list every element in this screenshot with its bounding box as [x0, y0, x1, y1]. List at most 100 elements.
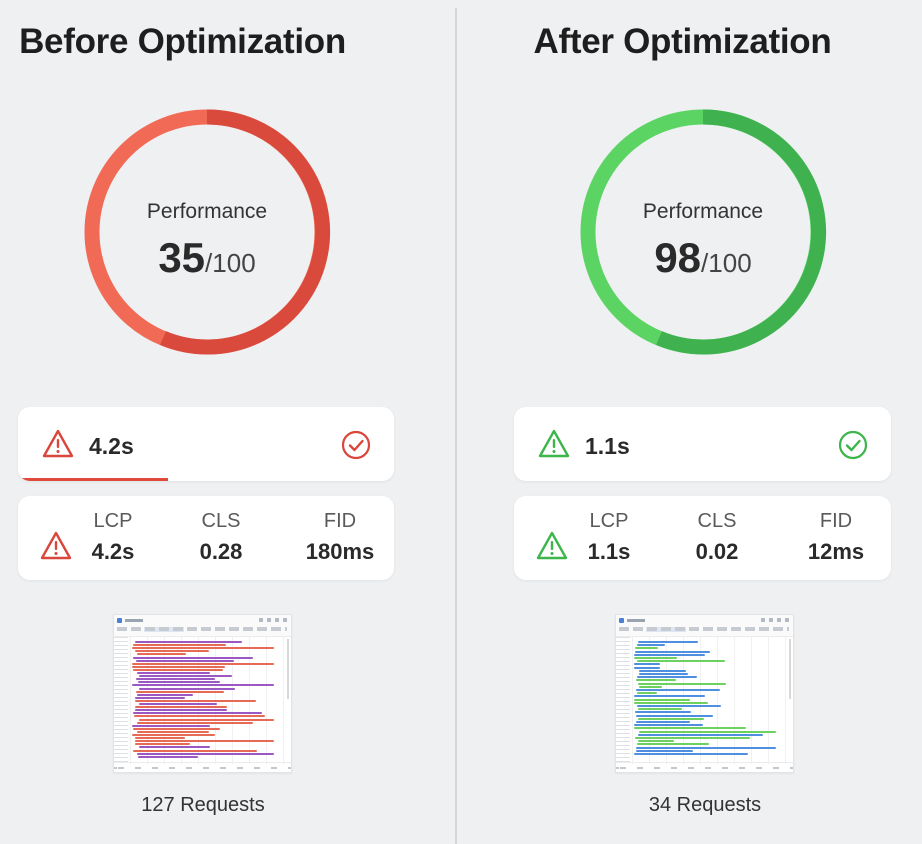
metric-label: CLS: [201, 510, 241, 532]
waterfall-bar: [638, 708, 682, 711]
metric-label: CLS: [697, 510, 737, 532]
warning-triangle-icon: [42, 428, 74, 465]
metric-value: 0.02: [695, 539, 739, 564]
after-metric-fid: FID 12ms: [791, 510, 881, 565]
waterfall-bar: [635, 647, 658, 650]
waterfall-bar: [637, 676, 697, 679]
after-gauge-score: 98/100: [579, 234, 827, 282]
before-score-max: /100: [205, 248, 256, 278]
waterfall-bar: [634, 653, 705, 656]
metric-value: 1.1s: [587, 539, 631, 564]
waterfall-bar: [634, 657, 677, 659]
after-waterfall-bars: [616, 615, 793, 772]
waterfall-bar: [638, 733, 763, 736]
waterfall-bar: [135, 709, 227, 712]
waterfall-request-names: [616, 637, 630, 764]
waterfall-scrollbar: [789, 639, 791, 699]
metric-label: LCP: [93, 510, 133, 532]
waterfall-time-axis: [114, 762, 291, 772]
after-metric-cls: CLS 0.02: [677, 510, 757, 565]
waterfall-bar: [138, 755, 198, 758]
waterfall-bar: [639, 669, 686, 672]
waterfall-bar: [133, 668, 223, 671]
after-panel: After Optimization Performance 98/100 1.…: [461, 0, 922, 844]
waterfall-bar: [139, 746, 210, 749]
waterfall-bar: [634, 753, 748, 755]
before-summary-progress: [18, 478, 169, 481]
before-request-count: 127 Requests: [141, 794, 265, 816]
after-network-waterfall-thumbnail[interactable]: [615, 614, 794, 773]
waterfall-bar: [635, 711, 691, 714]
waterfall-bar: [636, 746, 776, 749]
waterfall-bar: [136, 678, 215, 681]
metric-label: FID: [323, 510, 357, 532]
after-gauge-label: Performance: [642, 200, 764, 223]
waterfall-bar: [638, 717, 704, 720]
waterfall-bar: [638, 682, 726, 685]
before-metric-fid: FID 180ms: [295, 510, 385, 565]
before-title: Before Optimization: [19, 22, 346, 61]
waterfall-bar: [636, 721, 690, 723]
check-circle-icon: [341, 430, 371, 465]
waterfall-bar: [139, 703, 217, 705]
waterfall-bar: [132, 684, 274, 687]
before-network-waterfall-thumbnail[interactable]: [113, 614, 292, 773]
waterfall-bar: [638, 740, 674, 743]
waterfall-bar: [137, 653, 186, 656]
waterfall-bar: [135, 650, 209, 653]
waterfall-bar: [135, 641, 242, 643]
waterfall-bar: [135, 696, 185, 699]
waterfall-scrollbar: [287, 639, 289, 699]
metric-value: 0.28: [199, 539, 243, 564]
waterfall-bar: [634, 695, 705, 698]
waterfall-bar: [139, 687, 235, 690]
before-gauge-ring: [84, 109, 331, 355]
waterfall-bar: [637, 705, 721, 707]
waterfall-bar: [135, 699, 256, 702]
waterfall-bar: [637, 660, 725, 663]
waterfall-bar: [635, 737, 750, 739]
waterfall-bar: [132, 734, 215, 736]
waterfall-bar: [639, 730, 776, 733]
warning-triangle-icon: [538, 428, 570, 465]
waterfall-bar: [132, 647, 274, 650]
metric-value: 180ms: [305, 539, 375, 564]
before-metrics-card: LCP 4.2s CLS 0.28 FID 180ms: [18, 496, 394, 580]
waterfall-bar: [133, 644, 226, 647]
check-circle-icon: [838, 430, 868, 465]
after-metrics-card: LCP 1.1s CLS 0.02 FID 12ms: [514, 496, 891, 580]
before-gauge-ring-dark: [160, 109, 331, 355]
waterfall-bar: [136, 690, 224, 693]
after-title: After Optimization: [533, 22, 832, 61]
after-summary-value: 1.1s: [585, 433, 630, 459]
waterfall-bar: [132, 665, 225, 668]
waterfall-bar: [634, 663, 660, 666]
waterfall-bar: [634, 727, 746, 730]
after-score-max: /100: [701, 248, 752, 278]
waterfall-bar: [634, 666, 660, 669]
waterfall-toolbar: [114, 615, 291, 637]
before-summary-card[interactable]: 4.2s: [18, 407, 394, 481]
waterfall-bar: [135, 740, 274, 743]
before-metric-lcp: LCP 4.2s: [73, 510, 153, 565]
waterfall-bar: [637, 743, 709, 746]
after-performance-gauge: Performance 98/100: [579, 108, 827, 356]
after-gauge-ring: [580, 109, 827, 355]
warning-triangle-icon: [536, 530, 568, 567]
waterfall-bar: [133, 712, 262, 715]
warning-triangle-icon: [40, 530, 72, 567]
waterfall-bar: [134, 715, 265, 718]
before-gauge-score: 35/100: [83, 234, 331, 282]
waterfall-bar: [133, 749, 257, 752]
after-summary-card[interactable]: 1.1s: [514, 407, 891, 481]
waterfall-bar: [137, 672, 210, 674]
before-gauge-label: Performance: [146, 200, 268, 223]
waterfall-bar: [636, 714, 713, 717]
waterfall-bar: [636, 749, 693, 752]
metric-value: 12ms: [807, 539, 865, 564]
waterfall-bar: [639, 685, 662, 688]
waterfall-bar: [132, 724, 210, 727]
waterfall-request-names: [114, 637, 128, 764]
waterfall-bar: [634, 701, 708, 704]
before-score-value: 35: [158, 234, 206, 281]
